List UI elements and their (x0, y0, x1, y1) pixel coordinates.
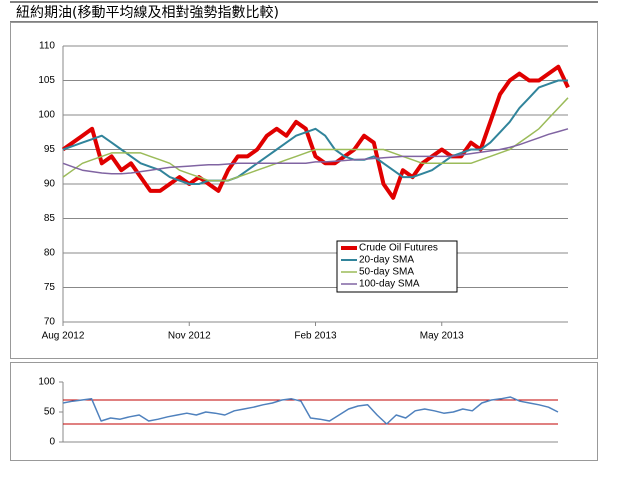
x-tick-label: Nov 2012 (168, 331, 211, 342)
series-line (62, 128, 569, 175)
chart-frame (10, 362, 598, 461)
legend-label: 50-day SMA (359, 267, 414, 278)
y-tick-label: 95 (44, 144, 56, 155)
x-tick-label: Aug 2012 (42, 331, 85, 342)
legend-label: 20-day SMA (359, 255, 414, 266)
legend-label: Crude Oil Futures (359, 243, 438, 254)
y-tick-label: 105 (38, 75, 55, 86)
y-tick-label: 50 (44, 407, 56, 418)
legend-label: 100-day SMA (359, 279, 420, 290)
x-tick-label: May 2013 (420, 331, 464, 342)
y-tick-label: 70 (44, 317, 56, 328)
x-tick-label: Feb 2013 (294, 331, 337, 342)
y-tick-label: 110 (39, 41, 55, 52)
y-tick-label: 100 (38, 110, 55, 121)
y-tick-label: 0 (49, 437, 55, 448)
chart-title: 紐約期油(移動平均線及相對強勢指數比較) (16, 5, 279, 21)
chart-frame (10, 22, 598, 359)
series-line (62, 396, 559, 425)
series-line (62, 79, 568, 185)
series-line (61, 64, 570, 200)
y-tick-label: 80 (44, 248, 56, 259)
y-tick-label: 75 (44, 282, 56, 293)
y-tick-label: 85 (44, 213, 56, 224)
y-tick-label: 100 (38, 377, 55, 388)
series-line (62, 97, 569, 182)
y-tick-label: 90 (44, 179, 56, 190)
